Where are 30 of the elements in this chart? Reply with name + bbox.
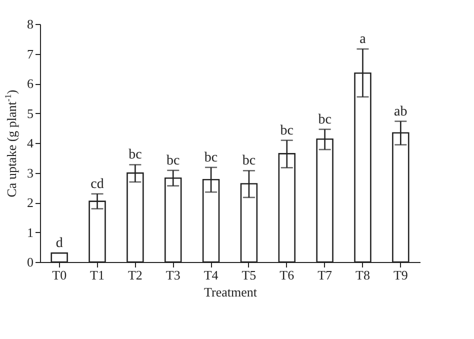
y-tick-label: 4 xyxy=(27,136,34,150)
x-tick-label: T1 xyxy=(90,268,104,282)
x-tick-label: T6 xyxy=(280,268,295,282)
x-axis-title: Treatment xyxy=(204,284,258,300)
x-tick-label: T3 xyxy=(166,268,180,282)
y-tick-label: 7 xyxy=(27,46,34,62)
x-tick-label: T9 xyxy=(393,268,408,282)
x-tick-label: T0 xyxy=(52,268,67,282)
annotation: d xyxy=(56,236,63,252)
y-tick-label: 2 xyxy=(27,195,34,210)
x-tick-label: T7 xyxy=(318,268,333,282)
x-tick-label: T4 xyxy=(204,268,219,282)
y-tick-label: 5 xyxy=(27,106,34,121)
y-tick-label: 1 xyxy=(27,224,34,240)
annotation: bc xyxy=(242,154,256,169)
annotation: a xyxy=(360,32,367,47)
y-tick-label: 6 xyxy=(27,76,34,91)
x-tick-label: T2 xyxy=(128,268,142,282)
y-tick-label: 3 xyxy=(27,165,34,180)
annotation: bc xyxy=(280,123,294,138)
annotation: bc xyxy=(318,112,332,128)
annotation: ab xyxy=(394,104,408,120)
y-tick-label: 8 xyxy=(27,16,34,32)
x-tick-label: T8 xyxy=(356,268,370,282)
annotation: bc xyxy=(166,153,180,168)
x-tick-label: T5 xyxy=(242,268,256,282)
annotation: bc xyxy=(128,148,142,163)
annotation: cd xyxy=(90,176,104,192)
y-tick-label: 0 xyxy=(27,254,34,270)
annotation: bc xyxy=(204,150,218,166)
